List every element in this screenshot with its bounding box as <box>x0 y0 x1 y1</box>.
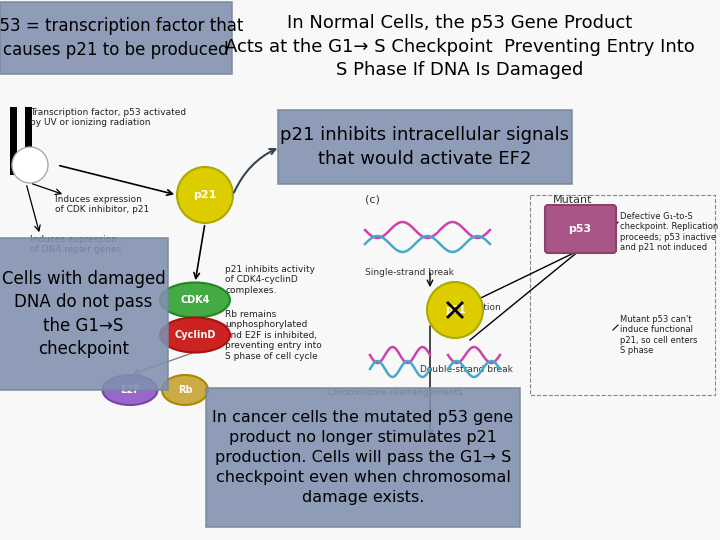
Ellipse shape <box>102 375 158 405</box>
Circle shape <box>427 282 483 338</box>
FancyBboxPatch shape <box>0 2 232 74</box>
Text: p21 inhibits activity
of CDK4-cyclinD
complexes.: p21 inhibits activity of CDK4-cyclinD co… <box>225 265 315 295</box>
Text: Double-strand break: Double-strand break <box>420 365 513 374</box>
Circle shape <box>12 147 48 183</box>
Text: Chromosome rearrangements: Chromosome rearrangements <box>327 388 463 397</box>
Text: Rb: Rb <box>178 385 192 395</box>
Text: DNA replication: DNA replication <box>430 303 500 312</box>
Bar <box>10 107 17 175</box>
Ellipse shape <box>162 375 208 405</box>
FancyBboxPatch shape <box>545 205 616 253</box>
Text: Transcription factor, p53 activated
by UV or ionizing radiation: Transcription factor, p53 activated by U… <box>30 108 186 127</box>
Text: p21: p21 <box>445 305 465 315</box>
Text: In cancer cells the mutated p53 gene
product no longer stimulates p21
production: In cancer cells the mutated p53 gene pro… <box>212 410 513 504</box>
FancyBboxPatch shape <box>206 388 520 527</box>
Text: (c): (c) <box>365 195 380 205</box>
Text: p21 inhibits intracellular signals
that would activate EF2: p21 inhibits intracellular signals that … <box>281 126 570 168</box>
Bar <box>530 195 715 395</box>
Text: Defective G₁-to-S
checkpoint. Replication
proceeds; p53 inactive
and p21 not ind: Defective G₁-to-S checkpoint. Replicatio… <box>620 212 719 252</box>
Text: p53: p53 <box>22 160 43 170</box>
Text: E2F: E2F <box>120 385 140 395</box>
Text: p53: p53 <box>568 224 592 234</box>
Text: Single-strand break: Single-strand break <box>365 268 454 277</box>
Text: Induces expression
of DNA repair genes: Induces expression of DNA repair genes <box>30 235 121 254</box>
FancyBboxPatch shape <box>278 110 572 184</box>
Text: Induces expression
of CDK inhibitor, p21: Induces expression of CDK inhibitor, p21 <box>55 195 149 214</box>
Text: p21: p21 <box>193 190 217 200</box>
Text: In Normal Cells, the p53 Gene Product
Acts at the G1→ S Checkpoint  Preventing E: In Normal Cells, the p53 Gene Product Ac… <box>225 14 695 79</box>
Bar <box>25 107 32 175</box>
Text: p53 = transcription factor that
causes p21 to be produced: p53 = transcription factor that causes p… <box>0 17 243 59</box>
Ellipse shape <box>160 318 230 353</box>
Text: CyclinD: CyclinD <box>174 330 216 340</box>
Ellipse shape <box>160 282 230 318</box>
FancyBboxPatch shape <box>0 238 168 390</box>
Text: CDK4: CDK4 <box>180 295 210 305</box>
Text: Cells with damaged
DNA do not pass
the G1→S
checkpoint: Cells with damaged DNA do not pass the G… <box>1 269 166 359</box>
Circle shape <box>177 167 233 223</box>
Text: Mutant p53 can't
induce functional
p21, so cell enters
S phase: Mutant p53 can't induce functional p21, … <box>620 315 698 355</box>
Text: Rb remains
unphosphorylated
and E2F is inhibited,
preventing entry into
S phase : Rb remains unphosphorylated and E2F is i… <box>225 310 322 361</box>
Text: Mutant: Mutant <box>553 195 593 205</box>
